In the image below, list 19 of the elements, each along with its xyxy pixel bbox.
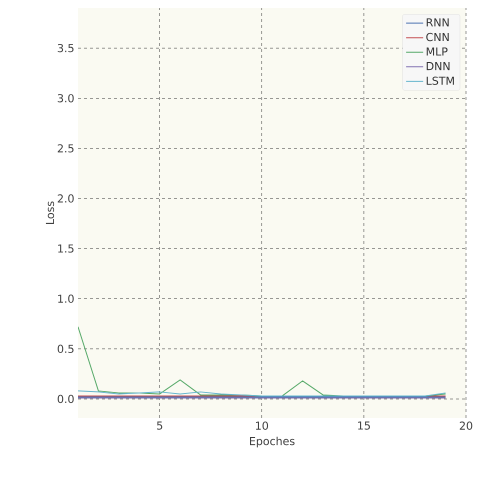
y-tick-label: 1.0 [58,294,74,303]
y-tick-label: 0.5 [58,344,74,353]
legend-label: DNN [426,62,450,70]
legend-label: LSTM [426,76,454,85]
y-tick-label: 3.5 [58,44,74,52]
x-tick-label: 5 [157,422,162,430]
y-tick-label: 2.0 [58,194,74,203]
x-axis-title: Epoches [250,436,295,448]
legend-label: CNN [426,32,449,42]
x-tick-label: 10 [256,422,268,430]
x-tick-label: 15 [358,422,370,430]
y-tick-label: 1.5 [58,244,74,253]
y-tick-label: 0.0 [58,394,74,404]
x-tick-label: 20 [460,422,472,430]
legend-label: MLP [426,48,448,56]
y-tick-label: 2.5 [58,144,74,152]
legend-label: RNN [426,18,449,26]
y-axis-title: Loss [46,201,54,224]
y-tick-label: 3.0 [58,94,74,102]
